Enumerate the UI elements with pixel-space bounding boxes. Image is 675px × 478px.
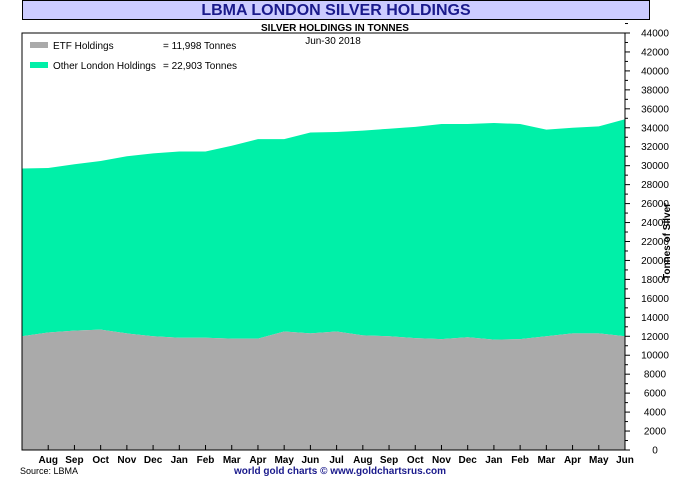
- x-tick-label: Sep: [65, 455, 83, 466]
- y-tick-label: 22000: [641, 237, 669, 248]
- y-tick-label: 8000: [644, 370, 667, 381]
- legend-label-etf: ETF Holdings: [53, 41, 114, 52]
- y-tick-label: 44000: [641, 29, 669, 40]
- x-tick-label: Oct: [92, 455, 109, 466]
- y-tick-label: 34000: [641, 123, 669, 134]
- y-tick-label: 28000: [641, 180, 669, 191]
- y-tick-label: 2000: [644, 427, 667, 438]
- y-tick-label: 16000: [641, 294, 669, 305]
- x-tick-label: Feb: [197, 455, 215, 466]
- x-tick-label: Jul: [329, 455, 344, 466]
- x-tick-label: May: [589, 455, 609, 466]
- y-tick-label: 40000: [641, 66, 669, 77]
- y-tick-label: 0: [652, 446, 658, 457]
- x-tick-label: Dec: [144, 455, 163, 466]
- y-tick-label: 12000: [641, 332, 669, 343]
- plot-area: [22, 33, 625, 450]
- credit-note: world gold charts © www.goldchartsrus.co…: [233, 466, 446, 477]
- x-tick-label: Aug: [38, 455, 57, 466]
- x-tick-label: Mar: [537, 455, 555, 466]
- chart-subtitle: SILVER HOLDINGS IN TONNES: [261, 23, 409, 34]
- x-tick-label: Nov: [117, 455, 136, 466]
- y-tick-label: 38000: [641, 85, 669, 96]
- x-tick-label: Mar: [223, 455, 241, 466]
- legend-swatch-other-london: [30, 62, 48, 68]
- y-tick-label: 6000: [644, 389, 667, 400]
- y-axis-label: Tonnes of Silver: [662, 203, 673, 280]
- chart-title-bar: LBMA LONDON SILVER HOLDINGS: [22, 0, 650, 20]
- axes: 0 2000 4000 6000 8000 10000 12000 14000 16000 180…: [21, 23, 673, 466]
- y-tick-label: 42000: [641, 47, 669, 58]
- x-tick-label: Oct: [407, 455, 424, 466]
- chart-title: LBMA LONDON SILVER HOLDINGS: [201, 2, 471, 19]
- y-tick-label: 14000: [641, 313, 669, 324]
- x-tick-label: Aug: [353, 455, 372, 466]
- x-tick-label: Dec: [459, 455, 478, 466]
- x-tick-label: Jun: [302, 455, 320, 466]
- y-tick-label: 10000: [641, 351, 669, 362]
- y-tick-label: 30000: [641, 161, 669, 172]
- area-other-london-holdings: [22, 119, 625, 340]
- chart-text: SILVER HOLDINGS IN TONNES Jun-30 2018 Sour…: [20, 23, 446, 477]
- x-tick-label: Jun: [616, 455, 634, 466]
- x-tick-label: Jan: [485, 455, 502, 466]
- area-etf-holdings: [22, 329, 625, 450]
- legend-value-etf: = 11,998 Tonnes: [163, 41, 236, 52]
- x-tick-label: Jan: [171, 455, 188, 466]
- legend: ETF Holdings = 11,998 Tonnes Other London …: [30, 41, 237, 72]
- x-tick-label: Feb: [511, 455, 529, 466]
- x-tick-label: Apr: [249, 455, 266, 466]
- y-tick-label: 24000: [641, 218, 669, 229]
- legend-value-other-london: = 22,903 Tonnes: [163, 61, 237, 72]
- chart-date: Jun-30 2018: [305, 36, 361, 47]
- y-tick-label: 36000: [641, 104, 669, 115]
- x-tick-label: Apr: [564, 455, 581, 466]
- y-tick-label: 4000: [644, 408, 667, 419]
- x-tick-label: Nov: [432, 455, 451, 466]
- y-tick-label: 32000: [641, 142, 669, 153]
- legend-label-other-london: Other London Holdings: [53, 61, 156, 72]
- x-tick-label: May: [274, 455, 294, 466]
- x-tick-label: Sep: [380, 455, 398, 466]
- y-tick-label: 20000: [641, 256, 669, 267]
- y-tick-label: 26000: [641, 199, 669, 210]
- y-tick-label: 18000: [641, 275, 669, 286]
- source-note: Source: LBMA: [20, 466, 78, 476]
- legend-swatch-etf: [30, 42, 48, 48]
